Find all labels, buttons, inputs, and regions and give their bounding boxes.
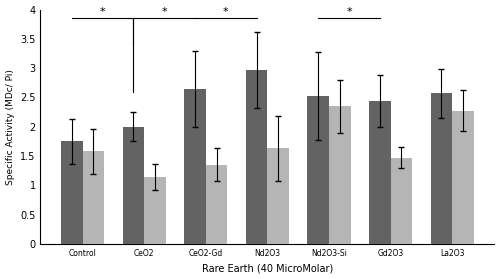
Text: *: *: [223, 7, 228, 16]
Bar: [184, 89, 206, 244]
Bar: [82, 151, 104, 244]
Bar: [122, 127, 144, 244]
Bar: [452, 111, 474, 244]
Bar: [206, 165, 228, 244]
Bar: [390, 158, 412, 244]
Bar: [430, 93, 452, 244]
Bar: [369, 101, 390, 244]
Text: *: *: [100, 7, 105, 16]
Text: *: *: [346, 7, 352, 16]
X-axis label: Rare Earth (40 MicroMolar): Rare Earth (40 MicroMolar): [202, 263, 333, 273]
Bar: [144, 177, 166, 244]
Bar: [308, 96, 329, 244]
Bar: [61, 141, 82, 244]
Bar: [246, 70, 268, 244]
Y-axis label: Specific Activity (MDc/ Pi): Specific Activity (MDc/ Pi): [6, 69, 15, 185]
Bar: [329, 106, 350, 244]
Bar: [268, 148, 289, 244]
Text: *: *: [162, 7, 167, 16]
